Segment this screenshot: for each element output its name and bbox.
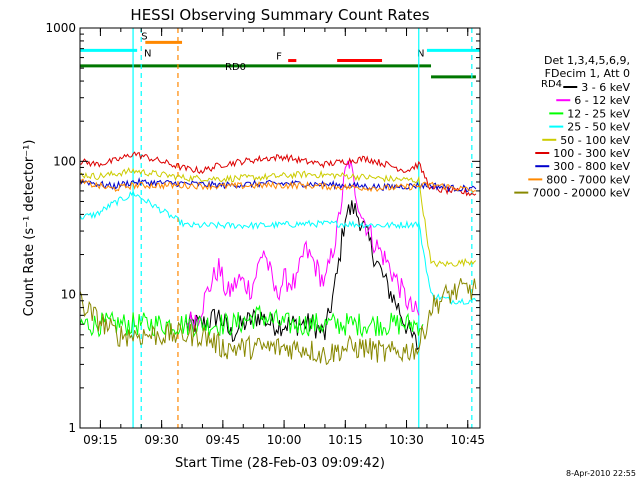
legend-entry-3-6-kev: 3 - 6 keV xyxy=(581,81,630,94)
generation-timestamp: 8-Apr-2010 22:55 xyxy=(566,469,636,478)
markers-layer xyxy=(132,28,473,428)
legend-entry-7000-20000-kev: 7000 - 20000 keV xyxy=(532,187,630,200)
x-tick-label-10-15: 10:15 xyxy=(328,433,363,447)
series-line-300-800-kev-0 xyxy=(79,177,477,193)
x-tick-label-09-30: 09:30 xyxy=(144,433,179,447)
x-tick-label-09-45: 09:45 xyxy=(206,433,241,447)
legend-entry-25-50-kev: 25 - 50 keV xyxy=(567,121,630,134)
legend-entry-6-12-kev: 6 - 12 keV xyxy=(574,94,630,107)
legend-header-line-1: FDecim 1, Att 0 xyxy=(545,67,630,80)
y-tick-label-1000: 1000 xyxy=(45,21,76,35)
series-line-12-25-kev-0 xyxy=(79,304,424,338)
y-tick-label-10: 10 xyxy=(61,288,76,302)
legend: Det 1,3,4,5,6,9,FDecim 1, Att 03 - 6 keV… xyxy=(514,54,630,200)
series-line-800-7000-kev-0 xyxy=(79,178,476,193)
chart-title: HESSI Observing Summary Count Rates xyxy=(130,6,429,24)
flag-label-n-2: N xyxy=(417,48,424,59)
series-line-100-300-kev-0 xyxy=(79,151,477,197)
flag-label-s-0: S xyxy=(141,31,147,42)
flag-label-rd0-5: RD0 xyxy=(225,62,246,73)
x-axis-label: Start Time (28-Feb-03 09:09:42) xyxy=(175,456,385,471)
y-tick-label-100: 100 xyxy=(53,154,76,168)
axes-layer: 09:15 09:30 09:45 10:00 10:15 10:30 10:45 1 10 10… xyxy=(45,21,485,447)
legend-entry-800-7000-kev: 800 - 7000 keV xyxy=(546,173,630,186)
series-layer xyxy=(79,151,477,366)
x-tick-label-10-45: 10:45 xyxy=(450,433,485,447)
legend-entry-300-800-kev: 300 - 800 keV xyxy=(553,160,630,173)
x-tick-label-10-00: 10:00 xyxy=(267,433,302,447)
series-line-25-50-kev-0 xyxy=(79,190,477,306)
legend-entry-100-300-kev: 100 - 300 keV xyxy=(553,147,630,160)
legend-entry-50-100-kev: 50 - 100 keV xyxy=(560,134,630,147)
legend-header-line-0: Det 1,3,4,5,6,9, xyxy=(544,54,630,67)
flag-label-rd4-6: RD4 xyxy=(541,79,562,90)
series-line-50-100-kev-0 xyxy=(79,167,477,268)
y-axis-label: Count Rate (s⁻¹ detector⁻¹) xyxy=(22,140,37,317)
y-tick-label-1: 1 xyxy=(68,421,76,435)
flag-label-n-1: N xyxy=(144,48,151,59)
series-line-6-12-kev-0 xyxy=(185,160,420,331)
series-line-7000-20000-kev-0 xyxy=(79,278,477,366)
x-tick-label-09-15: 09:15 xyxy=(83,433,118,447)
flag-label-f-3: F xyxy=(276,52,282,63)
legend-entry-12-25-kev: 12 - 25 keV xyxy=(567,107,630,120)
x-tick-label-10-30: 10:30 xyxy=(389,433,424,447)
plot-area-frame xyxy=(79,27,481,429)
